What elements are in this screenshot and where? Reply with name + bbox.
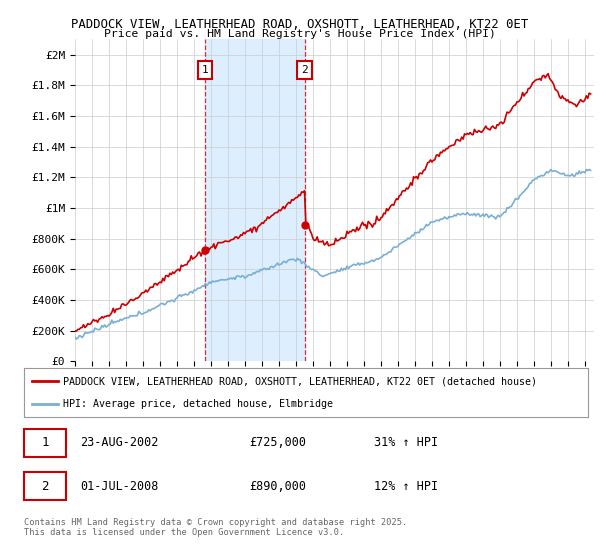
Text: PADDOCK VIEW, LEATHERHEAD ROAD, OXSHOTT, LEATHERHEAD, KT22 0ET (detached house): PADDOCK VIEW, LEATHERHEAD ROAD, OXSHOTT,…	[64, 376, 538, 386]
Text: £725,000: £725,000	[250, 436, 307, 449]
FancyBboxPatch shape	[24, 472, 66, 500]
Text: HPI: Average price, detached house, Elmbridge: HPI: Average price, detached house, Elmb…	[64, 399, 334, 409]
Text: PADDOCK VIEW, LEATHERHEAD ROAD, OXSHOTT, LEATHERHEAD, KT22 0ET: PADDOCK VIEW, LEATHERHEAD ROAD, OXSHOTT,…	[71, 18, 529, 31]
FancyBboxPatch shape	[24, 429, 66, 456]
Text: 31% ↑ HPI: 31% ↑ HPI	[374, 436, 438, 449]
Text: 23-AUG-2002: 23-AUG-2002	[80, 436, 159, 449]
Text: 2: 2	[301, 65, 308, 75]
Text: 1: 1	[202, 65, 209, 75]
Text: 2: 2	[41, 480, 49, 493]
Text: 01-JUL-2008: 01-JUL-2008	[80, 480, 159, 493]
Text: Price paid vs. HM Land Registry's House Price Index (HPI): Price paid vs. HM Land Registry's House …	[104, 29, 496, 39]
Text: 12% ↑ HPI: 12% ↑ HPI	[374, 480, 438, 493]
Bar	[205, 39, 305, 361]
Text: £890,000: £890,000	[250, 480, 307, 493]
Text: 1: 1	[41, 436, 49, 449]
Text: Contains HM Land Registry data © Crown copyright and database right 2025.
This d: Contains HM Land Registry data © Crown c…	[24, 518, 407, 538]
